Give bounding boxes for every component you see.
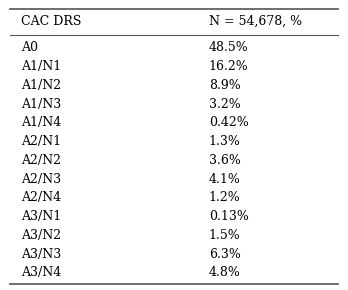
Text: A3/N3: A3/N3 (21, 248, 61, 261)
Text: A3/N2: A3/N2 (21, 229, 61, 242)
Text: 1.2%: 1.2% (209, 191, 240, 204)
Text: A1/N2: A1/N2 (21, 79, 61, 92)
Text: 1.3%: 1.3% (209, 135, 241, 148)
Text: A3/N4: A3/N4 (21, 267, 61, 280)
Text: A1/N1: A1/N1 (21, 60, 61, 73)
Text: A3/N1: A3/N1 (21, 210, 61, 223)
Text: 0.42%: 0.42% (209, 116, 248, 129)
Text: 3.2%: 3.2% (209, 98, 240, 111)
Text: A2/N3: A2/N3 (21, 173, 61, 186)
Text: 0.13%: 0.13% (209, 210, 249, 223)
Text: A1/N4: A1/N4 (21, 116, 61, 129)
Text: 6.3%: 6.3% (209, 248, 241, 261)
Text: 1.5%: 1.5% (209, 229, 240, 242)
Text: 16.2%: 16.2% (209, 60, 248, 73)
Text: 3.6%: 3.6% (209, 154, 241, 167)
Text: A2/N2: A2/N2 (21, 154, 61, 167)
Text: N = 54,678, %: N = 54,678, % (209, 15, 302, 28)
Text: 8.9%: 8.9% (209, 79, 240, 92)
Text: A0: A0 (21, 41, 38, 55)
Text: A2/N4: A2/N4 (21, 191, 61, 204)
Text: 48.5%: 48.5% (209, 41, 248, 55)
Text: A1/N3: A1/N3 (21, 98, 61, 111)
Text: A2/N1: A2/N1 (21, 135, 61, 148)
Text: 4.8%: 4.8% (209, 267, 241, 280)
Text: CAC DRS: CAC DRS (21, 15, 81, 28)
Text: 4.1%: 4.1% (209, 173, 241, 186)
